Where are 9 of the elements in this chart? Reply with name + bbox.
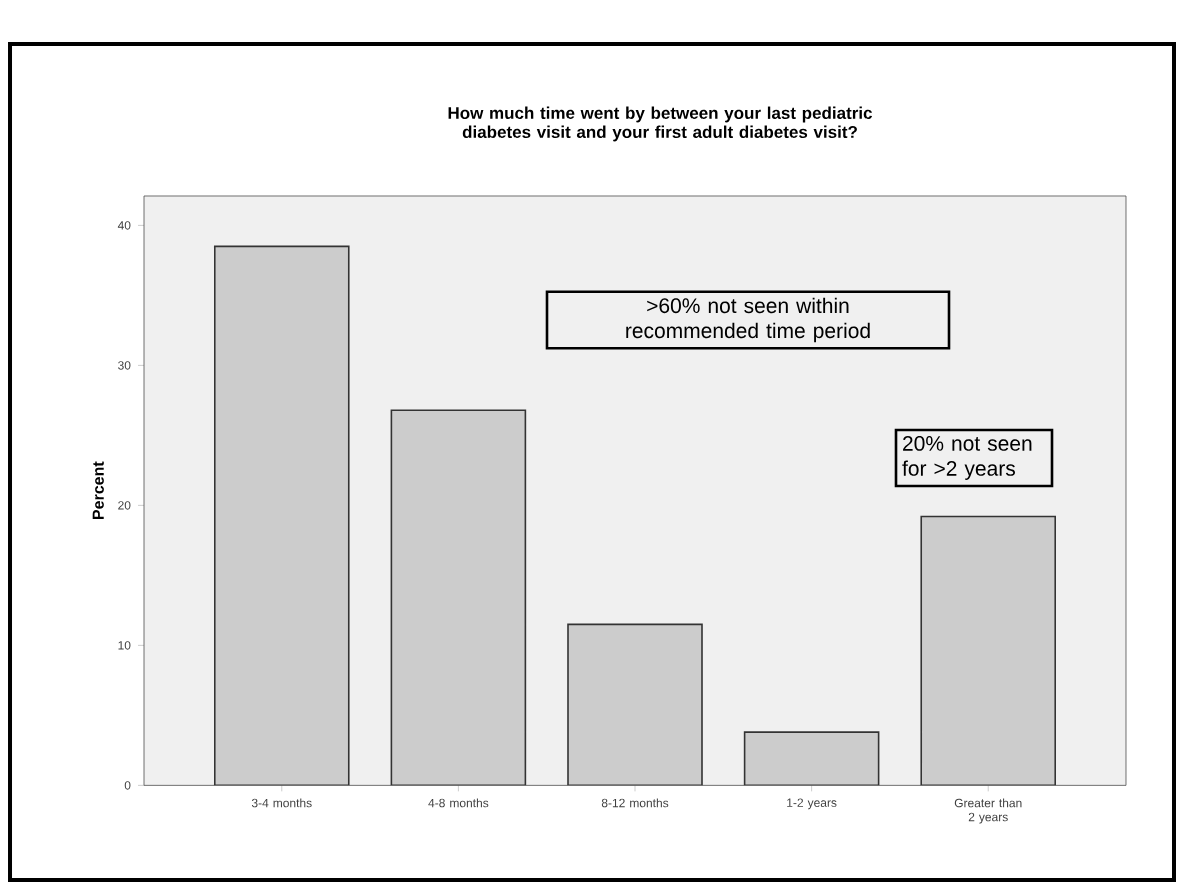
bar bbox=[390, 409, 527, 786]
annotation: >60% not seen within recommended time period bbox=[626, 297, 870, 343]
y-axis-title: Percent bbox=[92, 461, 104, 519]
bar bbox=[567, 623, 703, 786]
bar bbox=[744, 732, 879, 786]
annotation: 20% not seen for >2 years bbox=[902, 435, 1032, 480]
bar bbox=[920, 515, 1057, 786]
chart-title: How much time went by between your last pediatric diabetes visit and your first adult diabetes visit? bbox=[448, 106, 873, 142]
bar bbox=[213, 245, 350, 786]
